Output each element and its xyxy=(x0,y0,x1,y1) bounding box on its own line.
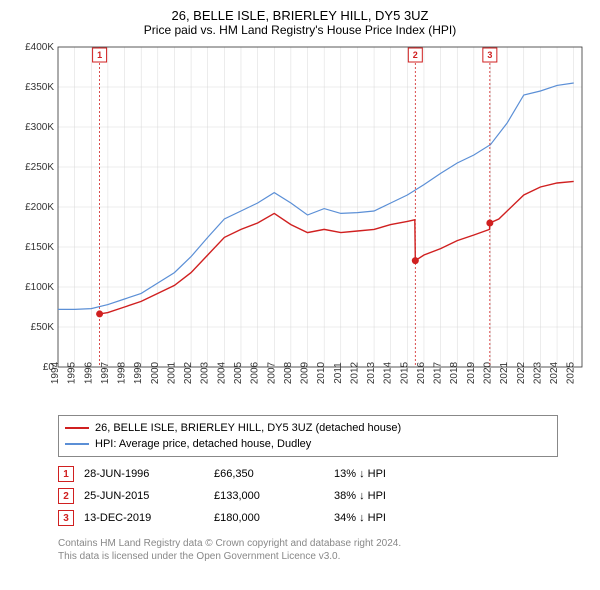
svg-text:1997: 1997 xyxy=(100,361,111,384)
svg-text:2007: 2007 xyxy=(266,361,277,384)
event-row: 1 28-JUN-1996 £66,350 13% ↓ HPI xyxy=(58,463,558,485)
svg-text:£300K: £300K xyxy=(25,122,54,133)
svg-text:2013: 2013 xyxy=(366,361,377,384)
event-delta: 13% ↓ HPI xyxy=(334,468,454,480)
footer-line-2: This data is licensed under the Open Gov… xyxy=(58,550,590,563)
footer-line-1: Contains HM Land Registry data © Crown c… xyxy=(58,537,590,550)
series-property xyxy=(100,181,574,314)
legend-item: HPI: Average price, detached house, Dudl… xyxy=(65,436,551,452)
svg-text:2016: 2016 xyxy=(416,361,427,384)
event-date: 13-DEC-2019 xyxy=(84,512,204,524)
svg-text:2022: 2022 xyxy=(516,361,527,384)
svg-text:£200K: £200K xyxy=(25,202,54,213)
svg-text:2025: 2025 xyxy=(566,361,577,384)
event-marker-box: 1 xyxy=(58,466,74,482)
event-marker-box: 2 xyxy=(58,488,74,504)
event-delta: 38% ↓ HPI xyxy=(334,490,454,502)
event-date: 28-JUN-1996 xyxy=(84,468,204,480)
events-table: 1 28-JUN-1996 £66,350 13% ↓ HPI 2 25-JUN-2015… xyxy=(58,463,558,529)
svg-text:1998: 1998 xyxy=(117,361,128,384)
line-chart-svg: £0£50K£100K£150K£200K£250K£300K£350K£400… xyxy=(10,41,590,411)
chart-legend: 26, BELLE ISLE, BRIERLEY HILL, DY5 3UZ (… xyxy=(58,415,558,457)
svg-text:2015: 2015 xyxy=(399,361,410,384)
svg-text:2003: 2003 xyxy=(200,361,211,384)
svg-text:3: 3 xyxy=(487,50,492,60)
svg-text:2010: 2010 xyxy=(316,361,327,384)
svg-text:2012: 2012 xyxy=(349,361,360,384)
event-delta: 34% ↓ HPI xyxy=(334,512,454,524)
chart-plot-area: £0£50K£100K£150K£200K£250K£300K£350K£400… xyxy=(10,41,590,411)
legend-swatch xyxy=(65,443,89,445)
svg-text:£150K: £150K xyxy=(25,242,54,253)
event-price: £180,000 xyxy=(214,512,324,524)
svg-text:1996: 1996 xyxy=(83,361,94,384)
svg-text:2019: 2019 xyxy=(466,361,477,384)
svg-text:2020: 2020 xyxy=(483,361,494,384)
svg-text:£100K: £100K xyxy=(25,282,54,293)
svg-text:1999: 1999 xyxy=(133,361,144,384)
legend-swatch xyxy=(65,427,89,429)
svg-text:2009: 2009 xyxy=(300,361,311,384)
svg-text:£50K: £50K xyxy=(31,322,55,333)
svg-text:2014: 2014 xyxy=(383,361,394,384)
svg-text:2006: 2006 xyxy=(250,361,261,384)
svg-text:2008: 2008 xyxy=(283,361,294,384)
svg-text:2024: 2024 xyxy=(549,361,560,384)
svg-text:2018: 2018 xyxy=(449,361,460,384)
svg-text:1: 1 xyxy=(97,50,102,60)
event-marker-box: 3 xyxy=(58,510,74,526)
event-row: 3 13-DEC-2019 £180,000 34% ↓ HPI xyxy=(58,507,558,529)
svg-text:1995: 1995 xyxy=(67,361,78,384)
svg-text:£400K: £400K xyxy=(25,42,54,53)
svg-text:2001: 2001 xyxy=(166,361,177,384)
svg-text:2000: 2000 xyxy=(150,361,161,384)
svg-text:2021: 2021 xyxy=(499,361,510,384)
series-hpi xyxy=(58,83,574,309)
event-date: 25-JUN-2015 xyxy=(84,490,204,502)
svg-text:£250K: £250K xyxy=(25,162,54,173)
svg-text:£350K: £350K xyxy=(25,82,54,93)
legend-item: 26, BELLE ISLE, BRIERLEY HILL, DY5 3UZ (… xyxy=(65,420,551,436)
svg-text:2011: 2011 xyxy=(333,362,344,384)
legend-label: 26, BELLE ISLE, BRIERLEY HILL, DY5 3UZ (… xyxy=(95,422,401,434)
event-price: £66,350 xyxy=(214,468,324,480)
legend-label: HPI: Average price, detached house, Dudl… xyxy=(95,438,311,450)
svg-text:2002: 2002 xyxy=(183,361,194,384)
chart-title: 26, BELLE ISLE, BRIERLEY HILL, DY5 3UZ xyxy=(10,8,590,23)
svg-text:2004: 2004 xyxy=(216,361,227,384)
chart-subtitle: Price paid vs. HM Land Registry's House … xyxy=(10,23,590,37)
event-price: £133,000 xyxy=(214,490,324,502)
chart-container: 26, BELLE ISLE, BRIERLEY HILL, DY5 3UZ P… xyxy=(0,0,600,590)
svg-text:2023: 2023 xyxy=(532,361,543,384)
svg-text:1994: 1994 xyxy=(50,361,61,384)
chart-footer: Contains HM Land Registry data © Crown c… xyxy=(58,537,590,563)
svg-text:2: 2 xyxy=(413,50,418,60)
svg-text:2017: 2017 xyxy=(433,361,444,384)
event-row: 2 25-JUN-2015 £133,000 38% ↓ HPI xyxy=(58,485,558,507)
svg-text:2005: 2005 xyxy=(233,361,244,384)
